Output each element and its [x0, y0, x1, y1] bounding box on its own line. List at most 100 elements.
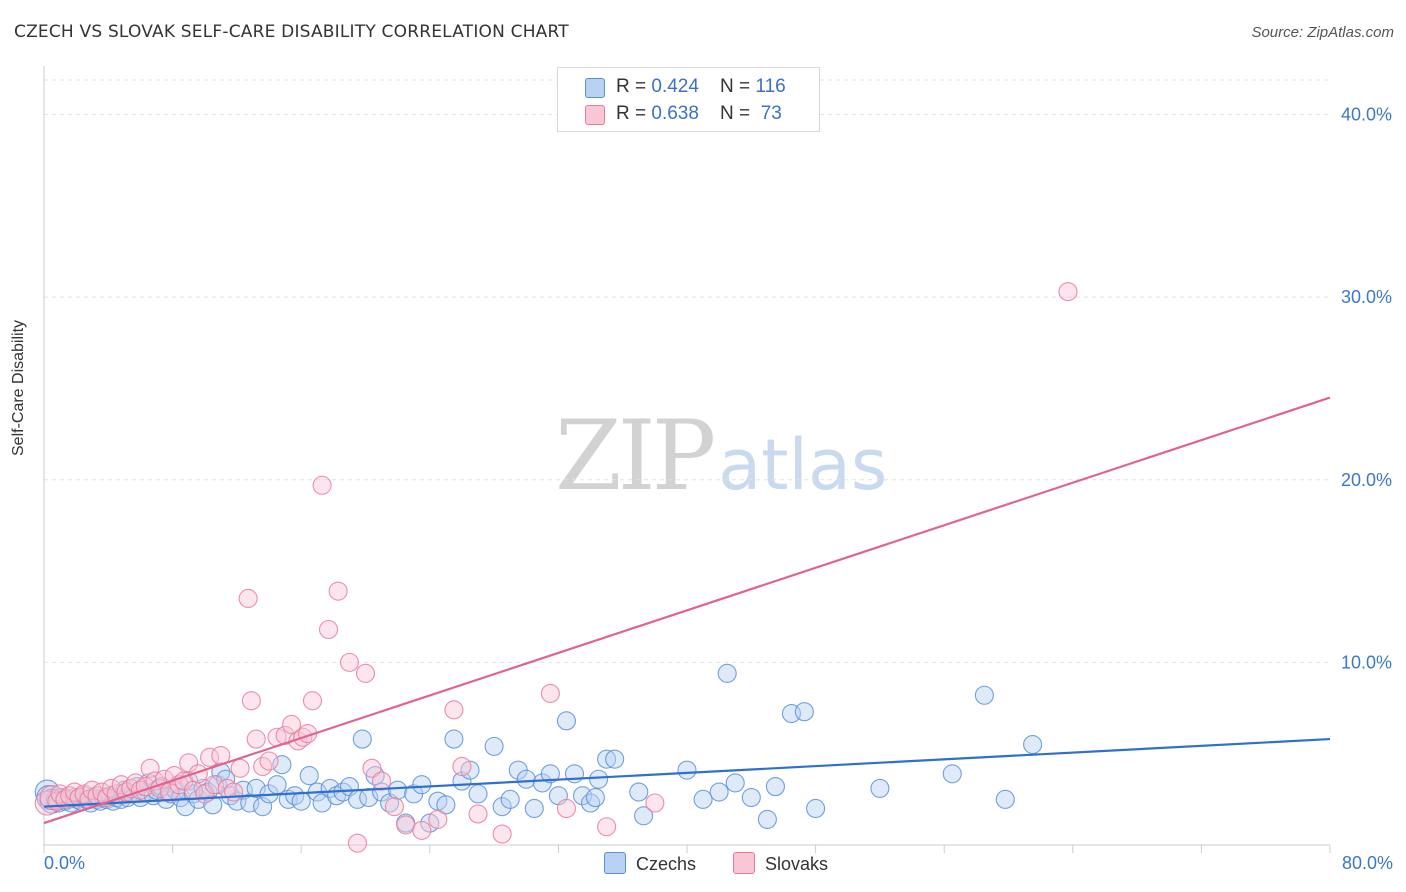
czechs-r-label: R =	[616, 76, 652, 97]
czechs-point-114	[870, 778, 890, 798]
slovaks-point-53	[318, 619, 339, 640]
czechs-point-59	[291, 791, 311, 811]
stats-legend: R = 0.424 N = 116 R = 0.638 N = 73	[557, 67, 820, 132]
source-label: Source: ZipAtlas.com	[1251, 24, 1394, 41]
slovaks-point-44	[259, 751, 279, 771]
czechs-point-85	[492, 797, 512, 817]
stats-row-slovaks: R = 0.638 N = 73	[558, 102, 819, 128]
legend-swatch-czechs	[604, 852, 626, 874]
slovaks-point-55	[339, 652, 359, 672]
watermark: ZIPatlas	[555, 400, 887, 512]
slovaks-trend-line	[43, 396, 1331, 825]
gridlines	[43, 79, 1331, 853]
slovaks-points	[34, 282, 1078, 853]
trend-lines	[43, 396, 1331, 825]
czechs-point-52	[246, 778, 266, 798]
slovaks-point-30	[179, 753, 199, 773]
czechs-point-68	[352, 729, 372, 749]
legend-label-czechs: Czechs	[636, 854, 697, 874]
slovaks-point-43	[253, 756, 273, 777]
watermark-zip: ZIP	[555, 400, 716, 512]
slovaks-r-value: 0.638	[651, 103, 699, 124]
slovaks-point-62	[412, 820, 432, 840]
czechs-point-105	[709, 782, 729, 802]
chart-title: CZECH VS SLOVAK SELF-CARE DISABILITY COR…	[14, 22, 569, 42]
czechs-point-107	[725, 773, 745, 793]
y-tick-label-0: 10.0%	[1341, 652, 1392, 672]
slovaks-point-56	[347, 833, 368, 853]
czechs-point-86	[500, 789, 520, 809]
czechs-trend-line	[43, 737, 1331, 808]
series-legend: Czechs Slovaks	[0, 852, 1406, 878]
czechs-point-79	[436, 795, 456, 815]
slovaks-point-51	[302, 691, 323, 711]
czechs-point-113	[806, 798, 826, 819]
legend-item-slovaks[interactable]: Slovaks	[733, 852, 828, 875]
czechs-point-43	[198, 782, 218, 802]
czechs-point-106	[717, 663, 737, 683]
stats-row-czechs: R = 0.424 N = 116	[558, 75, 819, 101]
slovaks-point-35	[204, 775, 224, 795]
czechs-points	[34, 663, 1043, 833]
slovaks-point-65	[452, 756, 472, 777]
czechs-point-102	[634, 806, 654, 826]
x-tick-label-1: 80.0%	[1342, 853, 1393, 873]
czechs-point-80	[444, 729, 464, 749]
czechs-point-93	[556, 711, 576, 731]
czechs-point-112	[794, 702, 814, 722]
slovaks-point-39	[230, 758, 250, 778]
czechs-point-83	[468, 784, 488, 804]
czechs-point-55	[267, 775, 287, 795]
czechs-point-71	[372, 782, 392, 802]
czechs-point-56	[272, 755, 292, 775]
slovaks-point-40	[238, 588, 258, 609]
legend-label-slovaks: Slovaks	[765, 854, 829, 874]
slovaks-point-69	[556, 798, 576, 819]
czechs-point-108	[741, 787, 761, 808]
slovaks-point-68	[540, 683, 560, 703]
slovaks-point-27	[164, 766, 184, 786]
y-tick-label-3: 40.0%	[1341, 105, 1392, 125]
slovaks-point-42	[246, 729, 266, 749]
czechs-point-115	[942, 764, 962, 784]
legend-swatch-slovaks	[733, 852, 755, 874]
slovaks-n-value: 73	[755, 103, 782, 124]
czechs-point-44	[203, 795, 223, 815]
czechs-point-109	[757, 809, 777, 829]
axes	[43, 66, 1330, 846]
slovaks-point-22	[140, 758, 160, 778]
czechs-point-89	[524, 798, 544, 819]
czechs-point-76	[412, 775, 432, 795]
slovaks-point-47	[282, 714, 302, 735]
czechs-n-value: 116	[755, 76, 786, 97]
slovaks-point-54	[328, 581, 348, 601]
czechs-r-value: 0.424	[651, 76, 699, 97]
czechs-point-110	[765, 777, 785, 797]
slovaks-point-59	[372, 771, 392, 791]
slovaks-point-71	[645, 793, 665, 813]
x-tick-label-0: 0.0%	[44, 853, 85, 873]
slovaks-n-label: N =	[720, 103, 756, 124]
slovaks-point-70	[597, 817, 617, 837]
y-tick-label-1: 20.0%	[1341, 470, 1392, 490]
y-tick-label-2: 30.0%	[1341, 287, 1392, 307]
slovaks-point-60	[384, 797, 404, 817]
slovaks-point-41	[241, 691, 261, 711]
slovaks-swatch	[585, 105, 605, 125]
y-axis-label: Self-Care Disability	[10, 319, 27, 456]
slovaks-point-32	[188, 764, 208, 784]
czechs-point-101	[629, 782, 649, 802]
slovaks-point-57	[355, 663, 376, 683]
legend-item-czechs[interactable]: Czechs	[604, 852, 696, 875]
slovaks-point-66	[468, 804, 488, 824]
czechs-point-117	[995, 789, 1015, 809]
slovaks-point-64	[444, 700, 464, 720]
czechs-point-58	[285, 786, 305, 806]
tick-labels: 10.0% 20.0% 30.0% 40.0% 0.0% 80.0%	[44, 105, 1393, 873]
czechs-point-98	[589, 769, 609, 789]
czechs-point-91	[540, 764, 560, 784]
slovaks-point-58	[362, 758, 382, 778]
slovaks-point-67	[492, 824, 512, 844]
czechs-point-60	[299, 766, 319, 786]
